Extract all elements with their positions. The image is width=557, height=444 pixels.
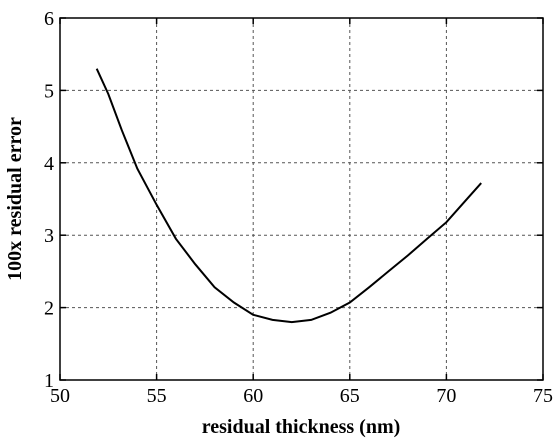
- y-axis-label: 100x residual error: [4, 117, 26, 281]
- x-tick-label: 55: [147, 385, 167, 407]
- x-tick-label: 70: [436, 385, 456, 407]
- x-tick-label: 50: [50, 385, 70, 407]
- data-series-line: [95, 68, 482, 324]
- x-tick-label: 65: [340, 385, 360, 407]
- x-axis-label: residual thickness (nm): [202, 416, 401, 438]
- tick-labels: 50 55 60 65 70 75 1 2 3 4 5 6: [44, 8, 553, 407]
- y-tick-label: 3: [44, 225, 54, 247]
- plot-frame: [59, 17, 544, 381]
- x-tick-label: 60: [243, 385, 263, 407]
- y-tick-label: 2: [44, 298, 54, 320]
- x-tick-label: 75: [533, 385, 553, 407]
- y-tick-label: 4: [44, 153, 54, 175]
- y-tick-label: 5: [44, 80, 54, 102]
- ticks: [59, 17, 544, 381]
- grid: [60, 18, 543, 380]
- y-tick-label: 1: [44, 370, 54, 392]
- y-tick-label: 6: [44, 8, 54, 30]
